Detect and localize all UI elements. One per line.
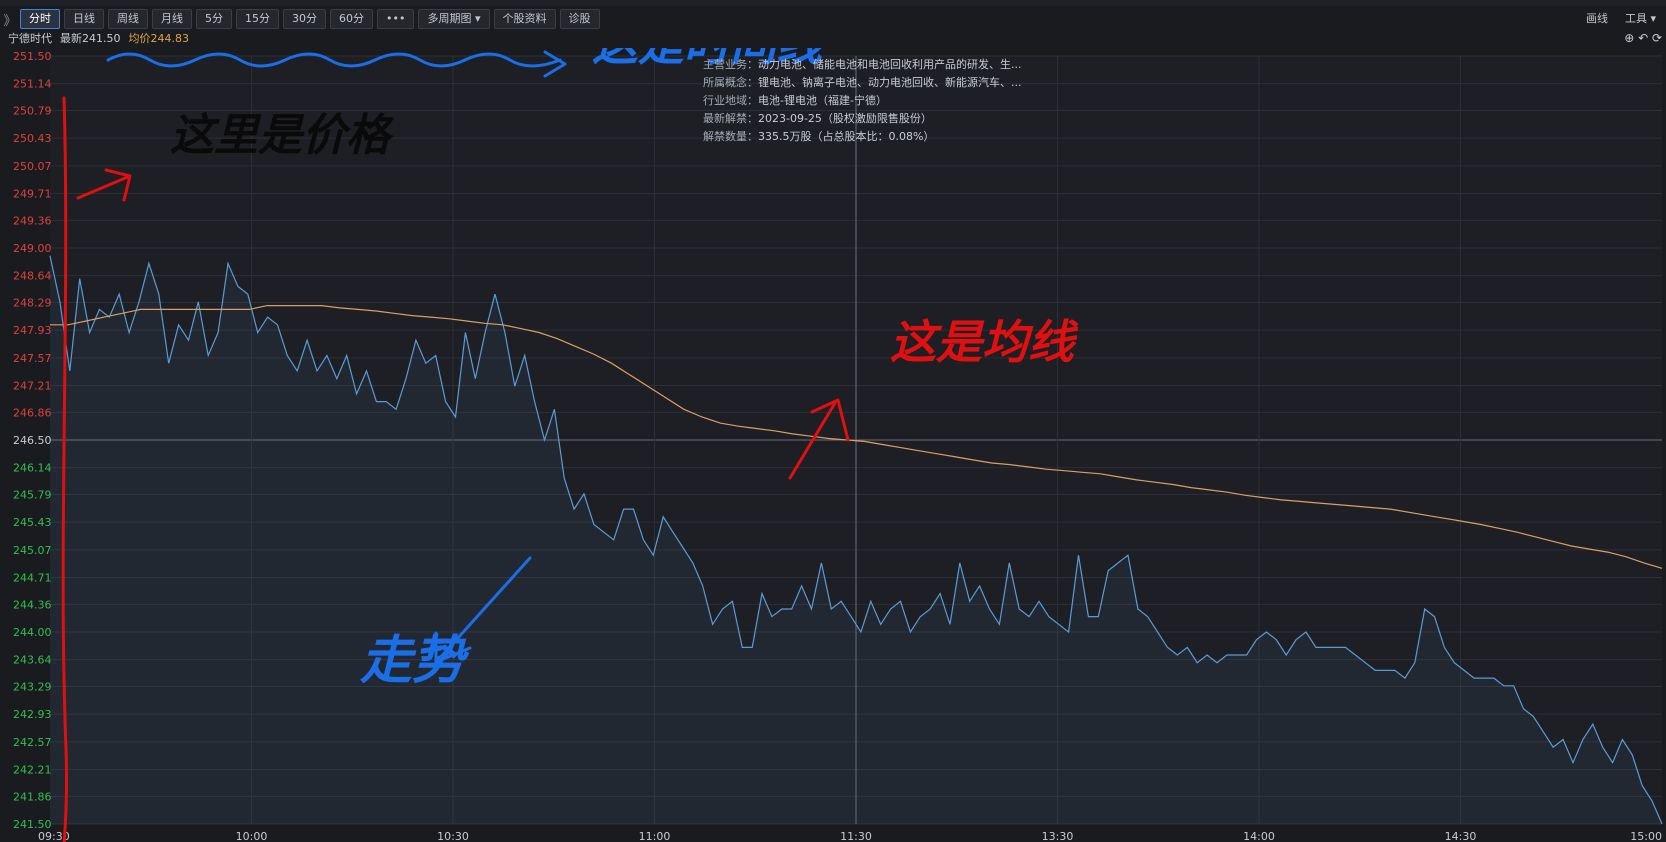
y-tick-label: 249.36 xyxy=(13,214,52,227)
red-arrow-price xyxy=(76,168,132,202)
y-tick-label: 251.14 xyxy=(13,78,52,91)
y-tick-label: 243.29 xyxy=(13,681,52,694)
period-tab-10[interactable]: 个股资料 xyxy=(493,9,556,29)
info-value: 锂电池、钠离子电池、动力电池回收、新能源汽车、... xyxy=(758,76,1022,89)
price-annotation: 这里是价格 xyxy=(170,110,394,161)
time-annotation: 这是时间线 xyxy=(592,48,827,71)
y-tick-label: 247.21 xyxy=(13,379,52,392)
stock-info-panel: 主营业务：动力电池、储能电池和电池回收利用产品的研发、生... 所属概念：锂电池、… xyxy=(703,56,1022,146)
x-tick-label: 10:30 xyxy=(437,830,469,842)
period-tab-7[interactable]: 60分 xyxy=(330,9,373,29)
period-tab-4[interactable]: 5分 xyxy=(196,9,232,29)
avg-annotation: 这是均线 xyxy=(890,315,1079,369)
stock-name: 宁德时代 xyxy=(8,32,52,45)
info-row: 解禁数量：335.5万股（占总股本比：0.08%） xyxy=(703,128,1022,146)
y-tick-label: 250.79 xyxy=(13,105,52,118)
y-tick-label: 245.07 xyxy=(13,544,52,557)
blue-wave-annotation xyxy=(106,52,562,68)
x-tick-label: 14:00 xyxy=(1243,830,1275,842)
y-tick-label: 250.07 xyxy=(13,160,52,173)
y-tick-label: 245.79 xyxy=(13,489,52,502)
info-value: 2023-09-25（股权激励限售股份） xyxy=(758,112,932,125)
period-tab-3[interactable]: 月线 xyxy=(152,9,192,29)
period-tab-11[interactable]: 诊股 xyxy=(559,9,600,29)
y-tick-label: 246.50 xyxy=(13,434,52,447)
x-tick-label: 13:30 xyxy=(1042,830,1074,842)
x-tick-label: 09:30 xyxy=(38,830,70,842)
y-tick-label: 244.00 xyxy=(13,626,52,639)
info-key: 最新解禁： xyxy=(703,112,758,125)
last-price-label: 最新241.50 xyxy=(60,32,121,45)
period-tab-9[interactable]: 多周期图 ▾ xyxy=(418,9,490,29)
trend-annotation: 走势 xyxy=(359,630,470,691)
period-tab-6[interactable]: 30分 xyxy=(283,9,326,29)
info-value: 动力电池、储能电池和电池回收利用产品的研发、生... xyxy=(758,58,1022,71)
info-row: 所属概念：锂电池、钠离子电池、动力电池回收、新能源汽车、... xyxy=(703,74,1022,92)
y-tick-label: 242.93 xyxy=(13,708,52,721)
info-row: 主营业务：动力电池、储能电池和电池回收利用产品的研发、生... xyxy=(703,56,1022,74)
quote-infobar: 宁德时代 最新241.50 均价244.83 xyxy=(0,31,1666,47)
x-tick-label: 11:00 xyxy=(639,830,671,842)
red-bracket-annotation xyxy=(61,96,69,842)
y-tick-label: 243.64 xyxy=(13,654,52,667)
y-tick-label: 242.57 xyxy=(13,736,52,749)
red-arrow-avg xyxy=(788,398,850,480)
period-tab-0[interactable]: 分时 xyxy=(20,9,60,29)
info-row: 行业地域：电池-锂电池（福建-宁德） xyxy=(703,92,1022,110)
period-tab-8[interactable]: ••• xyxy=(377,9,415,29)
y-tick-label: 249.00 xyxy=(13,242,52,255)
draw-line-button[interactable]: 画线 xyxy=(1586,12,1608,25)
y-tick-label: 241.86 xyxy=(13,790,52,803)
period-toolbar: 》 分时 日线 周线 月线 5分 15分 30分 60分 ••• 多周期图 ▾ 个股资料 诊股 xyxy=(0,8,1666,30)
y-tick-label: 248.29 xyxy=(13,297,52,310)
info-value: 电池-锂电池（福建-宁德） xyxy=(758,94,887,107)
window-top-strip xyxy=(0,0,1666,6)
y-tick-label: 241.50 xyxy=(13,818,52,831)
period-tab-1[interactable]: 日线 xyxy=(64,9,104,29)
avg-price-label: 均价244.83 xyxy=(128,32,190,45)
annotation-layer xyxy=(61,50,850,842)
y-tick-label: 244.71 xyxy=(13,571,52,584)
y-tick-label: 250.43 xyxy=(13,132,52,145)
y-tick-label: 251.50 xyxy=(13,50,52,63)
info-key: 所属概念： xyxy=(703,76,758,89)
y-tick-label: 249.71 xyxy=(13,187,52,200)
y-tick-label: 242.21 xyxy=(13,763,52,776)
x-tick-label: 11:30 xyxy=(840,830,872,842)
info-value: 335.5万股（占总股本比：0.08%） xyxy=(758,130,935,143)
x-tick-label: 10:00 xyxy=(236,830,268,842)
avg-series-line xyxy=(50,305,1663,569)
x-tick-label: 15:00 xyxy=(1630,830,1662,842)
y-tick-label: 247.57 xyxy=(13,352,52,365)
tools-menu-button[interactable]: 工具 ▾ xyxy=(1624,12,1656,25)
info-row: 最新解禁：2023-09-25（股权激励限售股份） xyxy=(703,110,1022,128)
chart-control-icons[interactable]: ⊕ ↶ ⟳ xyxy=(1624,31,1662,45)
info-key: 主营业务： xyxy=(703,58,758,71)
price-area-fill xyxy=(50,255,1662,824)
blue-arrowhead-time xyxy=(543,50,567,78)
y-tick-label: 246.86 xyxy=(13,406,52,419)
period-tab-2[interactable]: 周线 xyxy=(108,9,148,29)
y-tick-label: 245.43 xyxy=(13,516,52,529)
y-tick-label: 244.36 xyxy=(13,598,52,611)
price-series-line xyxy=(49,255,1663,825)
collapse-icon[interactable]: 》 xyxy=(3,13,17,29)
y-tick-label: 248.64 xyxy=(13,270,52,283)
y-tick-label: 246.14 xyxy=(13,462,52,475)
blue-arrow-trend xyxy=(434,556,532,664)
intraday-chart[interactable]: 251.50 251.14 250.79 250.43 250.07 249.71 249.… xyxy=(0,48,1666,842)
period-tabs: 分时 日线 周线 月线 5分 15分 30分 60分 ••• 多周期图 ▾ 个股资料 诊股 xyxy=(20,9,604,29)
y-tick-label: 247.93 xyxy=(13,324,52,337)
x-tick-label: 14:30 xyxy=(1445,830,1477,842)
info-key: 行业地域： xyxy=(703,94,758,107)
info-key: 解禁数量： xyxy=(703,130,758,143)
period-tab-5[interactable]: 15分 xyxy=(236,9,279,29)
